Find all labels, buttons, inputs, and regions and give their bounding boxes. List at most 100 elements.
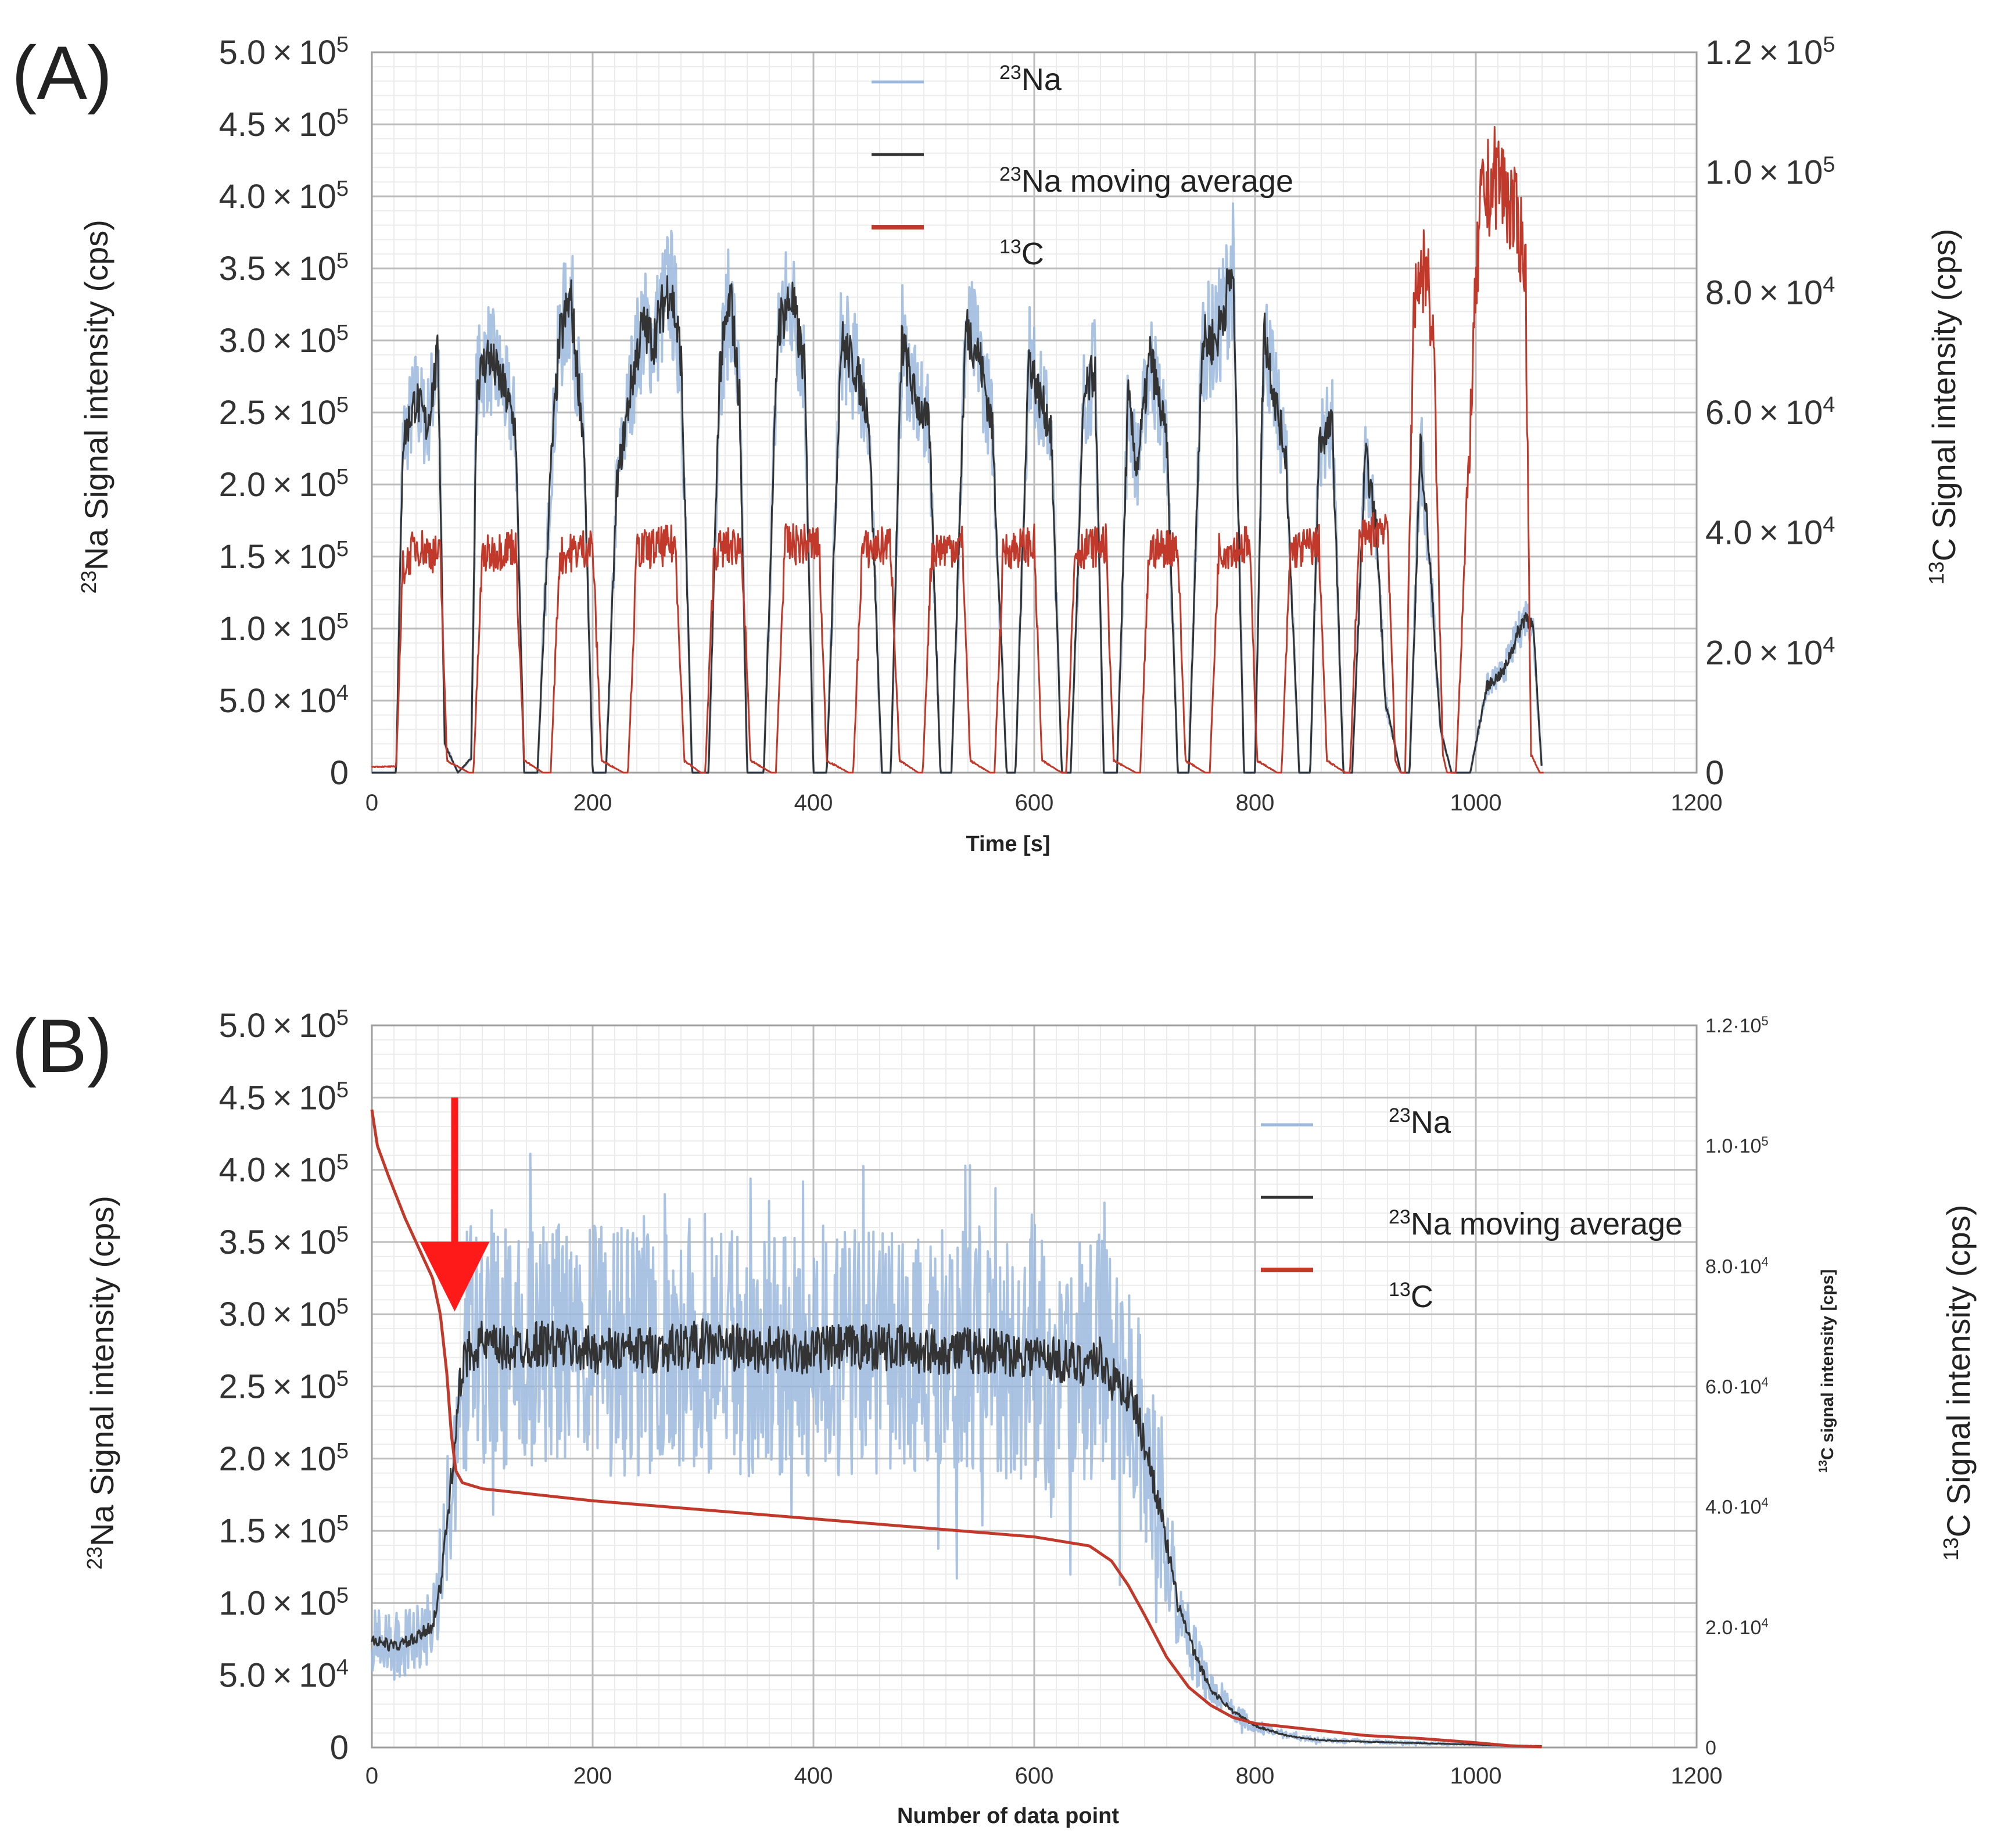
series-line-c13: [370, 1109, 1543, 1749]
x-tick-label: 1000: [1450, 790, 1502, 816]
left-tick-exponent: 5: [336, 1583, 349, 1607]
left-tick-label: 1.0 × 105: [219, 609, 349, 648]
right-tick-exponent: 5: [1761, 1014, 1768, 1028]
left-tick-exponent: 5: [336, 1006, 349, 1030]
left-tick-mantissa: 4.0 × 10: [219, 178, 336, 216]
right-tick-exponent: 4: [1761, 1375, 1768, 1389]
left-axis-label-sup: 23: [83, 1546, 106, 1570]
left-tick-exponent: 5: [336, 537, 349, 561]
legend-label-sup: 23: [1389, 1206, 1411, 1228]
left-tick-label: 2.5 × 105: [219, 1367, 349, 1406]
series-line-c13: [371, 126, 1544, 774]
left-tick-label: 4.0 × 105: [219, 1150, 349, 1189]
legend-label-text: Na: [1411, 1105, 1451, 1140]
left-tick-mantissa: 3.5 × 10: [219, 250, 336, 288]
left-tick-exponent: 5: [336, 1367, 349, 1391]
left-tick-label: 4.5 × 105: [219, 105, 349, 143]
left-tick-exponent: 5: [336, 465, 349, 489]
right-axis-inner-label-sup: 13: [1817, 1460, 1830, 1473]
left-tick-mantissa: 0: [330, 1729, 349, 1767]
legend-label: 13C: [1389, 1279, 1433, 1314]
right-tick-mantissa: 0: [1705, 754, 1724, 792]
right-tick-label: 1.0 × 105: [1705, 153, 1835, 192]
left-tick-mantissa: 1.0 × 10: [219, 610, 336, 648]
left-tick-mantissa: 4.0 × 10: [219, 1151, 336, 1189]
left-tick-label: 2.0 × 105: [219, 465, 349, 504]
left-tick-label: 3.5 × 105: [219, 1222, 349, 1261]
x-axis-label: Time [s]: [966, 832, 1050, 856]
x-tick-label: 1000: [1450, 1763, 1502, 1789]
right-tick-label: 4.0·104: [1705, 1495, 1769, 1519]
left-tick-label: 3.5 × 105: [219, 249, 349, 288]
x-tick-label: 200: [573, 1763, 612, 1789]
left-tick-mantissa: 2.5 × 10: [219, 1368, 336, 1406]
x-tick-label: 800: [1236, 1763, 1275, 1789]
x-tick-label: 0: [365, 790, 378, 816]
left-tick-mantissa: 1.0 × 10: [219, 1584, 336, 1622]
left-tick-exponent: 5: [336, 177, 349, 201]
right-tick-label: 0: [1705, 1737, 1716, 1759]
legend-label: 13C: [999, 236, 1044, 271]
left-tick-exponent: 5: [336, 321, 349, 345]
panel-label: (A): [12, 30, 112, 115]
left-tick-label: 3.0 × 105: [219, 321, 349, 360]
right-tick-mantissa: 2.0 × 10: [1705, 634, 1823, 672]
x-axis-label: Number of data point: [897, 1804, 1119, 1828]
legend-label-text: C: [1021, 236, 1044, 271]
legend-label-text: Na moving average: [1411, 1207, 1683, 1241]
left-tick-label: 1.5 × 105: [219, 537, 349, 576]
right-tick-exponent: 4: [1761, 1615, 1768, 1630]
right-tick-label: 8.0·104: [1705, 1254, 1769, 1278]
left-tick-mantissa: 5.0 × 10: [219, 34, 336, 71]
right-tick-exponent: 4: [1761, 1495, 1768, 1509]
left-tick-label: 2.0 × 105: [219, 1439, 349, 1478]
left-tick-exponent: 5: [336, 33, 349, 57]
right-axis-label-text: C Signal intensity (cps): [1940, 1205, 1977, 1538]
left-axis-label-text: Na Signal intensity (cps): [78, 220, 114, 570]
right-tick-mantissa: 8.0·10: [1705, 1255, 1761, 1278]
right-tick-label: 1.0·105: [1705, 1134, 1769, 1158]
x-tick-label: 1200: [1671, 1763, 1723, 1789]
right-tick-mantissa: 4.0·10: [1705, 1497, 1761, 1519]
x-axis-ticks: 0 200 400 600 800 1000 1200: [365, 1763, 1723, 1789]
legend-label-sup: 23: [999, 163, 1021, 185]
right-axis-label-text: C Signal intensity (cps): [1926, 229, 1962, 562]
series-line-na: [371, 202, 1543, 774]
right-tick-label: 0: [1705, 754, 1724, 792]
left-tick-label: 0: [330, 754, 349, 792]
right-tick-exponent: 5: [1761, 1134, 1768, 1149]
right-tick-mantissa: 6.0 × 10: [1705, 394, 1823, 432]
x-tick-label: 600: [1015, 790, 1054, 816]
left-tick-mantissa: 3.0 × 10: [219, 1296, 336, 1333]
left-tick-exponent: 5: [336, 1150, 349, 1175]
plot-area: [370, 1109, 1543, 1749]
left-tick-exponent: 5: [336, 1294, 349, 1319]
right-axis-inner-label: 13C signal intensity [cps]: [1817, 1269, 1837, 1473]
right-tick-mantissa: 2.0·10: [1705, 1617, 1761, 1639]
legend-label: 23Na moving average: [999, 163, 1293, 199]
right-tick-mantissa: 0: [1705, 1737, 1716, 1759]
left-tick-mantissa: 2.0 × 10: [219, 1440, 336, 1478]
left-tick-exponent: 4: [336, 1656, 349, 1680]
left-tick-exponent: 4: [336, 681, 349, 705]
legend-label-sup: 23: [1389, 1104, 1411, 1126]
left-tick-mantissa: 5.0 × 10: [219, 1007, 336, 1045]
left-tick-exponent: 5: [336, 249, 349, 273]
legend-label-text: C: [1411, 1279, 1433, 1314]
legend-label-sup: 13: [999, 236, 1021, 258]
left-tick-exponent: 5: [336, 1222, 349, 1247]
left-tick-mantissa: 2.0 × 10: [219, 466, 336, 504]
right-tick-label: 1.2 × 105: [1705, 33, 1835, 71]
right-axis-label-sup: 13: [1939, 1537, 1963, 1560]
left-tick-mantissa: 3.5 × 10: [219, 1223, 336, 1261]
legend-label-sup: 13: [1389, 1279, 1411, 1301]
left-tick-label: 0: [330, 1729, 349, 1767]
left-tick-mantissa: 5.0 × 10: [219, 1657, 336, 1695]
right-tick-label: 4.0 × 104: [1705, 513, 1835, 552]
left-axis-label-sup: 23: [77, 570, 101, 594]
right-tick-exponent: 5: [1823, 33, 1835, 57]
